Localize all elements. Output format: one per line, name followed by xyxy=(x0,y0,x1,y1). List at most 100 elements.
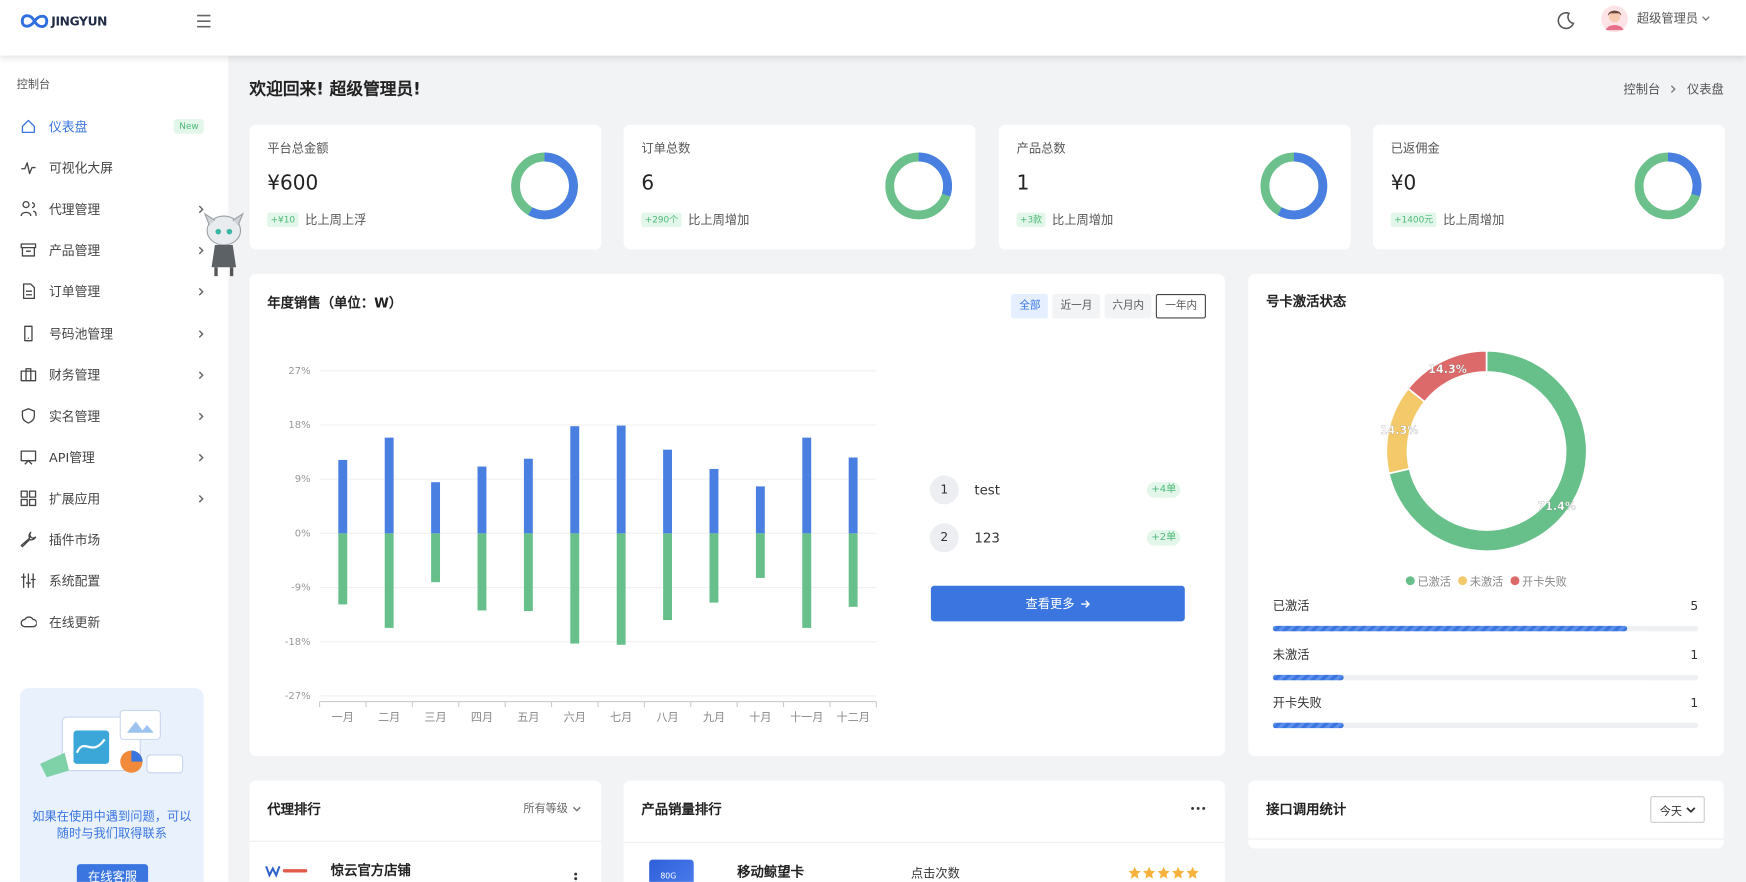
legend-dot xyxy=(1405,575,1415,585)
progress-fill xyxy=(1272,722,1344,729)
stat-card: 订单总数 6 +290个 比上周增加 xyxy=(623,124,976,250)
menu-icon-path xyxy=(20,201,37,217)
menu-label: 在线更新 xyxy=(48,614,101,631)
help-illustration xyxy=(40,709,184,778)
agents-filter[interactable]: 所有等级 xyxy=(523,802,568,816)
menu-item[interactable]: 在线更新 xyxy=(0,605,228,641)
menu-dot xyxy=(1196,806,1200,810)
stat-card: 已返佣金 ¥0 +1400元 比上周增加 xyxy=(1372,124,1725,250)
chevron-path xyxy=(198,494,204,503)
logo-text: JINGYUN xyxy=(51,14,108,29)
x-tick-label: 十二月 xyxy=(836,710,869,724)
kebab-dot xyxy=(574,877,578,881)
stat-change: +1400元 xyxy=(1390,212,1437,228)
bar xyxy=(755,486,765,534)
bar xyxy=(755,533,765,578)
sales-tab[interactable]: 六月内 xyxy=(1104,293,1152,319)
stat-label: 订单总数 xyxy=(641,141,691,156)
progress-track xyxy=(1272,674,1699,680)
menu-item[interactable]: API管理 xyxy=(0,440,228,476)
legend-label: 已激活 xyxy=(1417,576,1451,589)
sales-tab[interactable]: 一年内 xyxy=(1156,293,1206,319)
legend-label: 开卡失败 xyxy=(1522,576,1567,589)
sales-tabs: 全部 近一月 六月内 一年内 xyxy=(1011,293,1206,319)
stat-note: 比上周增加 xyxy=(688,212,750,228)
menu-item[interactable]: 财务管理 xyxy=(0,357,228,393)
menu-item[interactable]: 号码池管理 xyxy=(0,316,228,352)
products-menu[interactable] xyxy=(1190,806,1206,810)
legend-item: 未激活 xyxy=(1458,572,1503,588)
slice-label: 14.3% xyxy=(1380,424,1419,437)
divider xyxy=(249,840,602,842)
help-text: 如果在使用中遇到问题，可以随时与我们取得联系 xyxy=(32,809,192,841)
sales-tab[interactable]: 全部 xyxy=(1011,293,1049,319)
avatar[interactable] xyxy=(1601,5,1628,33)
legend-item: 开卡失败 xyxy=(1510,572,1567,589)
stat-ring xyxy=(1633,151,1703,221)
agent-logo xyxy=(265,865,308,878)
bar xyxy=(477,533,487,611)
chevron-path xyxy=(1670,85,1676,93)
rank-number: 1 xyxy=(929,475,959,505)
agent-menu[interactable] xyxy=(573,872,578,882)
legend-dot-shape xyxy=(1510,575,1520,585)
arrow-path xyxy=(1081,599,1091,608)
menu-item[interactable]: 代理管理 xyxy=(0,192,228,228)
stat-ring xyxy=(1259,151,1329,221)
progress-bar xyxy=(1272,722,1699,729)
menu-item[interactable]: 实名管理 xyxy=(0,398,228,434)
menu-toggle[interactable] xyxy=(196,13,212,29)
more-arrow xyxy=(1081,599,1091,608)
menu-icon-path xyxy=(24,325,33,341)
more-button[interactable]: 查看更多 xyxy=(930,585,1185,622)
y-tick-label: 18% xyxy=(288,420,310,431)
bar xyxy=(848,457,858,534)
menu-icon-path xyxy=(21,162,36,175)
legend-dot xyxy=(1510,575,1520,585)
stat-ring xyxy=(510,151,579,221)
legend-item: 已激活 xyxy=(1405,572,1451,589)
x-tick-label: 一月 xyxy=(332,711,354,724)
star xyxy=(1186,866,1199,879)
header: JINGYUN 超级管理员 xyxy=(0,0,1746,56)
breadcrumb-separator xyxy=(1670,85,1676,93)
rank-change: +2单 xyxy=(1146,530,1181,546)
menu-badge: New xyxy=(173,119,205,134)
y-tick-label: 0% xyxy=(295,528,311,539)
sales-tab[interactable]: 近一月 xyxy=(1052,293,1101,319)
menu-item[interactable]: 订单管理 xyxy=(0,274,228,310)
stat-change: +3款 xyxy=(1016,212,1046,228)
menu-label: 可视化大屏 xyxy=(48,160,114,177)
x-tick-label: 十月 xyxy=(749,710,771,724)
pie-slice xyxy=(1406,349,1488,403)
menu-item[interactable]: 扩展应用 xyxy=(0,481,228,517)
menu-item[interactable]: 插件市场 xyxy=(0,522,228,558)
activation-card: 号卡激活状态 71.4% 14.3% 14.3% 已激活 未激活 开卡失败 已激活 5 未激活 1 开… xyxy=(1248,273,1724,757)
submenu-arrow xyxy=(198,329,204,338)
stat-label: 平台总金额 xyxy=(267,141,329,156)
bar xyxy=(663,533,673,621)
chevron-path xyxy=(198,370,204,379)
chevron-path xyxy=(198,247,204,255)
x-tick-label: 九月 xyxy=(703,711,725,724)
menu-item[interactable]: 系统配置 xyxy=(0,564,228,600)
menu-item[interactable]: 仪表盘 New xyxy=(0,109,228,145)
bar xyxy=(523,458,533,534)
x-tick-label: 十一月 xyxy=(790,710,823,724)
menu-item[interactable]: 可视化大屏 xyxy=(0,150,228,186)
menu-item[interactable]: 产品管理 xyxy=(0,233,228,269)
bar xyxy=(431,533,441,583)
legend-dot-shape xyxy=(1458,575,1468,585)
chevron-path xyxy=(198,205,204,214)
x-tick-label: 八月 xyxy=(656,711,678,724)
x-tick-label: 四月 xyxy=(471,711,493,724)
menu-label: 仪表盘 xyxy=(48,119,88,135)
theme-toggle[interactable] xyxy=(1557,11,1576,30)
menu-icon-path xyxy=(20,450,37,465)
range-select[interactable]: 今天 xyxy=(1650,796,1705,823)
help-button[interactable]: 在线客服 xyxy=(76,864,149,882)
activation-title: 号卡激活状态 xyxy=(1266,293,1347,310)
range-label: 今天 xyxy=(1659,805,1682,818)
product-metric: 点击次数 xyxy=(910,866,960,881)
